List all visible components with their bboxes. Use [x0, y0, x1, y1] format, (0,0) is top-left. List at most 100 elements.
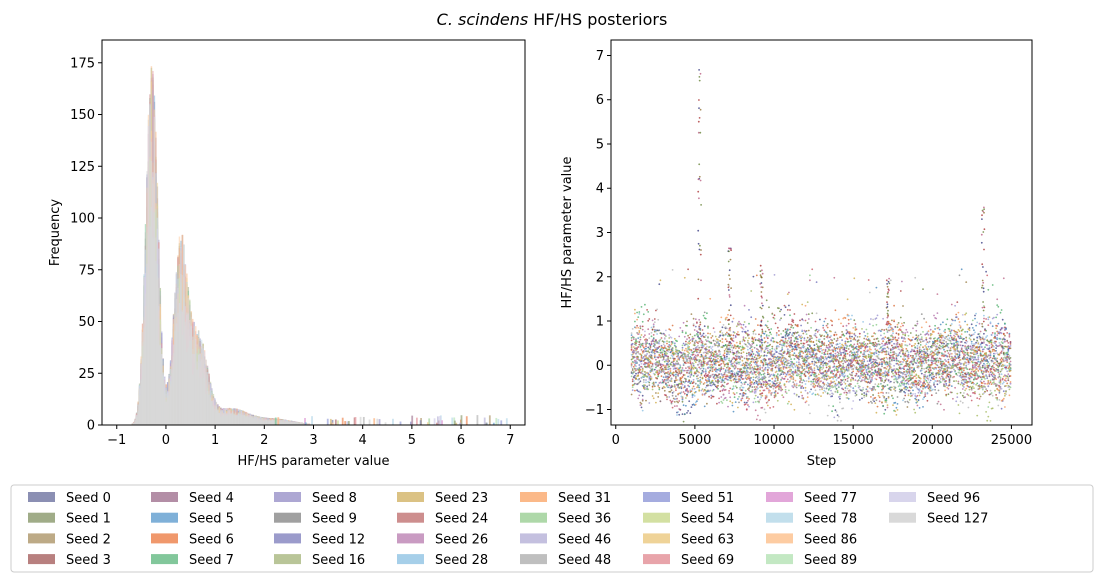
trace-point [850, 340, 852, 342]
trace-point [711, 335, 714, 337]
histogram-bar [307, 423, 309, 425]
trace-point [863, 392, 866, 394]
histogram-bar [344, 421, 347, 425]
histogram-bar [248, 417, 250, 425]
trace-point [639, 380, 642, 383]
histogram-bar [240, 414, 243, 425]
trace-point [839, 397, 841, 400]
histogram-bar [159, 344, 162, 425]
trace-point [873, 338, 876, 341]
trace-point [899, 316, 902, 319]
trace-point [858, 399, 861, 401]
trace-point [702, 332, 705, 335]
trace-point [710, 397, 713, 399]
histogram-bar [298, 422, 300, 425]
histogram-bar [251, 416, 253, 425]
trace-point [786, 309, 789, 311]
trace-point [847, 367, 850, 369]
trace-point [669, 390, 672, 393]
histogram-bar [255, 418, 257, 425]
trace-point [793, 313, 796, 315]
trace-point [774, 322, 777, 325]
histogram-bar [282, 419, 284, 425]
histogram-bar [433, 418, 436, 425]
trace-point [648, 318, 651, 320]
trace-point [651, 328, 654, 331]
trace-point [926, 399, 929, 402]
trace-point [681, 413, 684, 415]
trace-point [686, 320, 688, 323]
trace-point [884, 408, 887, 411]
trace-point [768, 306, 770, 309]
histogram-bar [286, 421, 288, 425]
trace-point [825, 344, 828, 347]
histogram-bar [156, 276, 159, 425]
trace-point [753, 356, 756, 359]
histogram-bar [331, 422, 334, 425]
histogram-bar [459, 422, 462, 425]
histogram-bar [334, 419, 337, 425]
trace-point [676, 360, 678, 362]
trace-point [814, 329, 817, 332]
trace-point [806, 336, 809, 339]
trace-point [915, 334, 918, 337]
trace-point [958, 354, 961, 357]
trace-point [949, 324, 952, 327]
trace-point [861, 393, 863, 396]
histogram-bar [301, 423, 303, 425]
histogram-bar [428, 418, 431, 425]
trace-point [630, 393, 633, 396]
histogram-bar [426, 422, 429, 425]
trace-point [985, 270, 987, 273]
trace-point [976, 339, 979, 342]
histogram-bar [399, 421, 402, 425]
trace-point [810, 335, 812, 337]
trace-point [680, 387, 683, 390]
histogram-bar [165, 393, 167, 425]
histogram-bar [354, 417, 357, 425]
trace-point [833, 338, 836, 340]
trace-point [630, 339, 633, 342]
histogram-bar [249, 414, 252, 425]
trace-point [732, 334, 735, 337]
histogram-bar [217, 411, 219, 425]
trace-point [723, 350, 726, 352]
trace-point [789, 309, 791, 311]
trace-point [1001, 318, 1004, 321]
trace-point [968, 327, 971, 329]
trace-point [745, 352, 748, 355]
trace-point [789, 331, 791, 334]
histogram-bar [368, 419, 371, 425]
histogram-bar [199, 353, 201, 425]
trace-point [682, 420, 685, 423]
trace-point [953, 380, 955, 382]
histogram-bar [161, 354, 163, 425]
histogram-bar [218, 413, 221, 425]
histogram-x-ticks: −1 0 1 2 3 4 5 6 7 [107, 425, 514, 448]
trace-point [641, 394, 644, 397]
trace-point [802, 332, 805, 335]
histogram-bar [131, 423, 133, 425]
trace-point [970, 323, 973, 326]
trace-point [800, 339, 802, 342]
trace-point [647, 346, 650, 349]
histogram-bar [209, 398, 212, 425]
trace-point [673, 401, 676, 403]
histogram-bar [258, 416, 260, 425]
histogram-bar [223, 413, 225, 425]
histogram-bar [150, 160, 153, 425]
trace-point [926, 353, 929, 355]
histogram-bar [488, 415, 491, 425]
histogram-bar [455, 422, 458, 425]
histogram-bar [174, 314, 176, 425]
trace-point [636, 389, 638, 392]
trace-point [658, 386, 661, 389]
trace-point [811, 312, 814, 315]
histogram-bar [283, 421, 285, 425]
trace-point [783, 314, 786, 316]
histogram-y-label: Frequency [48, 199, 63, 266]
y-tick-label: 75 [78, 263, 95, 278]
trace-point [914, 338, 917, 341]
trace-point [823, 351, 826, 354]
